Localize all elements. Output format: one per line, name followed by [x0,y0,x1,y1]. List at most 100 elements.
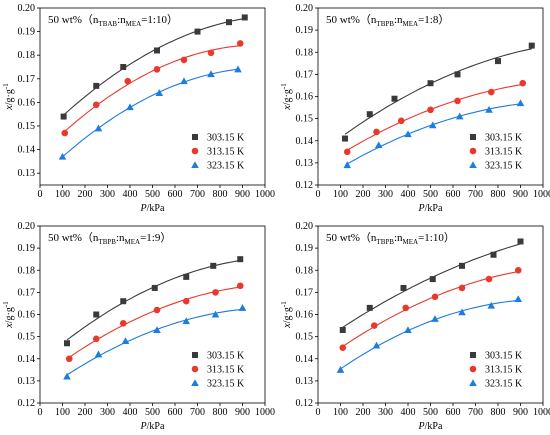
chart-panel: 0 100 200 300 400 500 600 700 800 900 1000 0.12 0.13… [2,221,275,432]
title-part: 50 wt%（n [326,13,377,26]
point [153,306,161,314]
point [495,58,501,65]
point [182,297,190,305]
legend-marker [469,365,477,373]
x-tick-label: 600 [168,189,183,200]
point [404,326,412,333]
point [207,49,215,57]
legend-label: 313.15 K [485,365,523,376]
point [458,284,466,292]
y-label-unit: /g·g [4,89,15,105]
point [516,99,525,107]
y-tick-label: 0.20 [18,221,36,232]
y-tick-label: 0.16 [296,92,314,103]
x-tick-label: 100 [333,407,348,418]
y-tick-label: 0.12 [296,398,314,409]
point [210,262,217,269]
x-label-var: P [418,421,425,432]
fit-curve [68,286,241,358]
y-tick-label: 0.16 [18,97,36,108]
title-subscript: MEA [403,20,419,28]
point [182,317,191,325]
y-tick-label: 0.17 [18,287,36,298]
point [427,106,434,114]
x-tick-label: 1000 [533,189,550,200]
point [226,19,232,26]
point [236,40,244,47]
point [60,113,67,120]
y-label-sup: -1 [2,83,10,89]
y-axis-label: x/g·g-1 [280,301,293,329]
point [373,128,380,136]
legend-label: 323.15 K [485,161,523,172]
point [459,262,465,269]
legend-label: 313.15 K [207,365,245,376]
legend-label: 323.15 K [207,161,245,172]
title-part: =1:9） [140,231,171,244]
x-tick-label: 800 [213,407,228,418]
point [514,295,523,303]
point [120,64,127,70]
title-part: 50 wt%（n [326,231,377,244]
point [428,121,437,129]
plot-frame [317,225,544,404]
x-axis-label: P/kPa [140,421,165,432]
title-part: :n [117,14,126,26]
title-part: 50 wt%（n [48,231,99,244]
x-tick-label: 400 [401,407,416,418]
y-tick-label: 0.17 [296,287,314,298]
legend-label: 313.15 K [485,147,523,158]
point [92,101,100,109]
point [63,372,71,380]
point [404,130,412,138]
y-tick-label: 0.13 [296,376,314,387]
x-label-var: P [140,203,147,214]
point [528,42,535,49]
x-tick-label: 400 [123,407,138,418]
title-part: :n [116,232,125,244]
x-tick-label: 0 [316,407,321,418]
point [391,95,398,102]
point [183,273,190,280]
y-tick-label: 0.19 [18,243,36,254]
point [155,89,164,96]
point [397,117,405,125]
point [93,82,100,89]
y-label-var: x [4,323,15,329]
point [487,88,495,96]
x-tick-label: 200 [78,189,93,200]
x-tick-label: 300 [100,407,115,418]
y-tick-label: 0.14 [296,136,314,147]
chart-title: 50 wt%（nTBPB:nMEA=1:9） [48,231,171,246]
y-label-sup: -1 [280,301,288,307]
x-tick-label: 1000 [255,189,275,200]
x-tick-label: 500 [423,407,438,418]
x-label-unit: /kPa [147,203,165,214]
point [458,308,466,316]
y-label-sup: -1 [280,83,288,89]
point [194,28,201,35]
chart-title: 50 wt%（nTBPB:nMEA=1:8） [326,13,449,28]
x-tick-label: 700 [468,407,483,418]
point [126,103,134,111]
legend-label: 303.15 K [207,133,245,144]
legend-marker [469,147,477,155]
y-tick-label: 0.12 [296,180,314,191]
point [343,148,351,156]
chart-panel: 0 100 200 300 400 500 600 700 800 900 1000 0.13 0.14… [2,3,275,214]
y-tick-label: 0.20 [296,3,314,14]
y-tick-label: 0.17 [296,69,314,80]
y-tick-label: 0.19 [296,243,314,254]
y-label-var: x [282,105,293,111]
x-tick-label: 300 [378,407,393,418]
x-tick-label: 200 [78,407,93,418]
legend-label: 303.15 K [485,351,523,362]
chart-title: 50 wt%（nTBPB:nMEA=1:10） [326,231,455,246]
x-tick-label: 900 [513,189,528,200]
x-tick-label: 700 [190,407,205,418]
point [431,315,439,322]
point [58,152,67,160]
legend-marker [191,365,199,373]
y-tick-label: 0.19 [18,27,36,38]
y-axis-label: x/g·g-1 [2,83,15,111]
